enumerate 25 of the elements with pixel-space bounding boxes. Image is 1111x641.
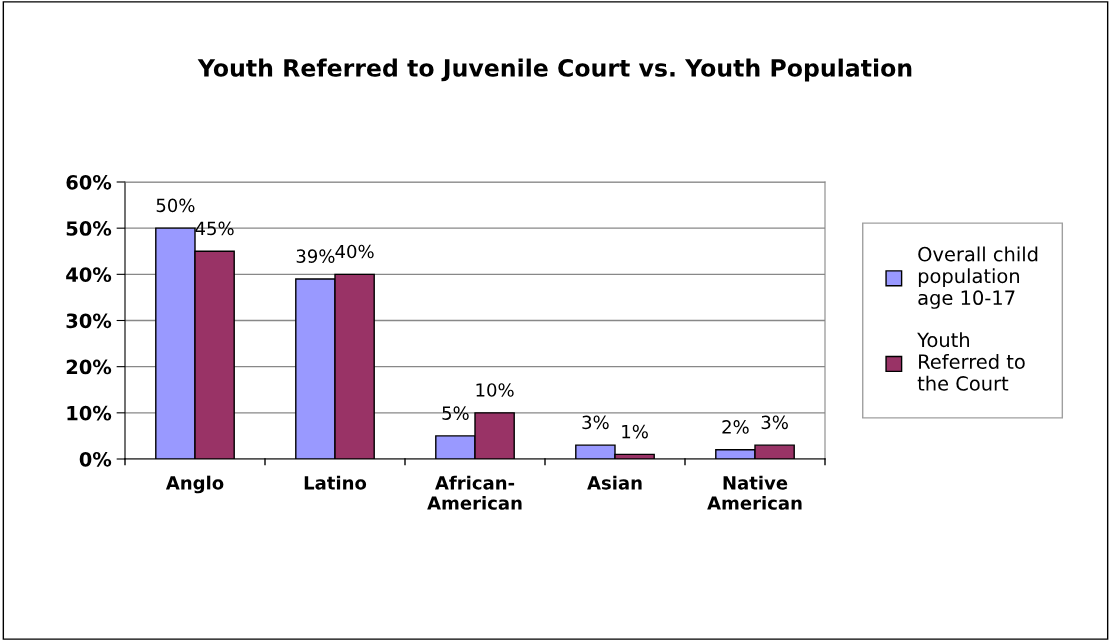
y-tick-label: 50% xyxy=(66,221,112,236)
y-tick-label: 60% xyxy=(66,174,112,190)
y-tick-label: 20% xyxy=(66,359,112,375)
chart-title: Youth Referred to Juvenile Court vs. Youth Population xyxy=(197,58,912,82)
x-tick-label: Asian xyxy=(587,475,642,490)
data-label: 45% xyxy=(195,221,234,236)
x-tick-label: Native American xyxy=(707,475,802,510)
y-tick-label: 0% xyxy=(79,451,112,467)
y-tick-label: 40% xyxy=(66,267,112,282)
y-tick-label: 10% xyxy=(67,405,112,421)
data-label: 10% xyxy=(476,383,514,397)
y-tick-label: 30% xyxy=(66,313,112,329)
data-label: 39% xyxy=(296,249,335,263)
data-label: 40% xyxy=(335,244,374,259)
data-label: 2% xyxy=(722,420,749,434)
data-label: 5% xyxy=(442,406,469,420)
x-tick-label: Anglo xyxy=(165,475,224,494)
data-label: 50% xyxy=(156,198,195,213)
x-tick-label: African- American xyxy=(427,475,522,510)
data-label: 3% xyxy=(761,415,788,430)
legend-label: Youth Referred to the Court xyxy=(917,332,1025,391)
legend-label: Overall child population age 10-17 xyxy=(918,246,1038,309)
data-label: 1% xyxy=(622,424,648,439)
data-label: 3% xyxy=(582,415,609,430)
x-tick-label: Latino xyxy=(304,475,367,490)
